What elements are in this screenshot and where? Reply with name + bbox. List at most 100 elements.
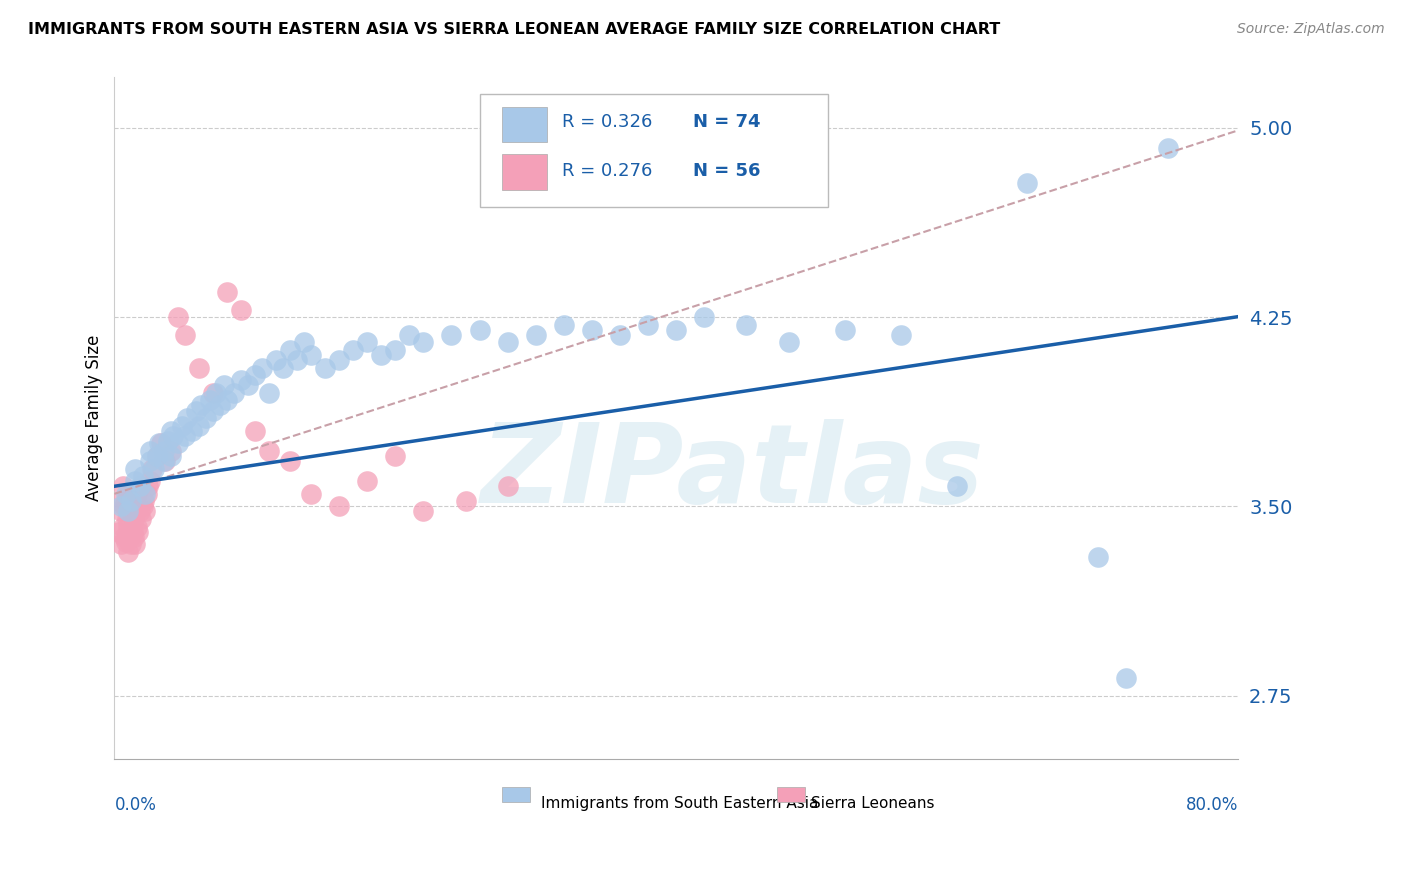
Point (117, 545, 139, 559)
Point (118, 530, 141, 544)
Point (278, 343, 301, 357)
Point (215, 285, 238, 299)
Point (250, 360, 273, 375)
Point (356, 335, 378, 350)
Text: R = 0.276: R = 0.276 (561, 162, 652, 180)
Point (735, 318, 758, 332)
Point (114, 494, 136, 508)
Point (243, 368, 266, 383)
Point (581, 323, 603, 337)
Point (159, 449, 181, 463)
Point (194, 411, 217, 425)
Point (890, 327, 912, 342)
Point (236, 378, 259, 392)
Point (553, 318, 575, 332)
Point (125, 519, 148, 533)
Point (142, 461, 165, 475)
Point (128, 479, 150, 493)
Text: 80.0%: 80.0% (1185, 797, 1237, 814)
Point (138, 444, 160, 458)
Point (131, 469, 153, 483)
Point (121, 494, 143, 508)
Point (152, 454, 174, 468)
Point (328, 500, 350, 514)
Point (111, 519, 134, 533)
Point (124, 461, 146, 475)
Point (110, 504, 132, 518)
FancyBboxPatch shape (502, 154, 547, 190)
Point (159, 444, 181, 458)
Point (212, 378, 235, 392)
Point (136, 479, 159, 493)
Point (1157, 141, 1180, 155)
Point (201, 385, 224, 400)
Point (1115, 671, 1137, 685)
Point (131, 500, 153, 514)
Point (117, 504, 139, 518)
Point (271, 360, 294, 375)
Point (152, 444, 174, 458)
Point (124, 474, 146, 488)
Point (1017, 177, 1039, 191)
Point (173, 429, 195, 443)
Point (257, 385, 280, 400)
Text: Source: ZipAtlas.com: Source: ZipAtlas.com (1237, 22, 1385, 37)
Point (440, 327, 463, 342)
Point (145, 449, 167, 463)
Point (215, 393, 238, 408)
Point (496, 479, 519, 493)
Point (201, 403, 224, 417)
Text: N = 74: N = 74 (693, 113, 761, 131)
Point (111, 479, 134, 493)
Point (117, 519, 139, 533)
Point (314, 360, 336, 375)
Point (292, 335, 315, 350)
Text: R = 0.326: R = 0.326 (561, 113, 652, 131)
Point (278, 454, 301, 468)
Text: 0.0%: 0.0% (114, 797, 156, 814)
Point (187, 360, 209, 375)
Point (127, 524, 149, 539)
Point (135, 487, 157, 501)
Point (129, 512, 152, 526)
Point (609, 327, 631, 342)
Point (124, 500, 146, 514)
Point (229, 302, 252, 317)
Point (112, 530, 135, 544)
Text: ZIPatlas: ZIPatlas (481, 419, 984, 526)
Point (112, 500, 135, 514)
Point (110, 537, 132, 551)
Point (122, 512, 145, 526)
Point (190, 399, 212, 413)
FancyBboxPatch shape (502, 107, 547, 142)
Point (166, 310, 188, 325)
Point (166, 436, 188, 450)
Text: IMMIGRANTS FROM SOUTH EASTERN ASIA VS SIERRA LEONEAN AVERAGE FAMILY SIZE CORRELA: IMMIGRANTS FROM SOUTH EASTERN ASIA VS SI… (28, 22, 1001, 37)
Point (637, 318, 659, 332)
Point (299, 487, 322, 501)
Point (356, 474, 378, 488)
Point (149, 436, 172, 450)
Point (412, 335, 434, 350)
Point (370, 348, 392, 362)
Point (665, 323, 688, 337)
FancyBboxPatch shape (479, 95, 828, 207)
Point (148, 436, 170, 450)
Point (145, 449, 167, 463)
Point (121, 524, 143, 539)
Point (141, 461, 163, 475)
Point (156, 434, 179, 448)
Point (176, 411, 198, 425)
Text: N = 56: N = 56 (693, 162, 761, 180)
Point (120, 504, 142, 518)
Point (117, 487, 139, 501)
Point (134, 487, 156, 501)
Point (125, 487, 148, 501)
Point (120, 537, 142, 551)
Point (128, 504, 150, 518)
Point (243, 424, 266, 438)
Point (120, 494, 142, 508)
Point (198, 393, 221, 408)
Point (170, 418, 193, 433)
Point (180, 424, 202, 438)
